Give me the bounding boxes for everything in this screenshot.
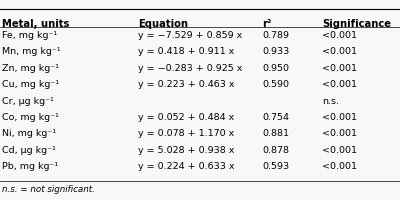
Text: 0.933: 0.933 [262, 47, 289, 56]
Text: y = 0.418 + 0.911 x: y = 0.418 + 0.911 x [138, 47, 234, 56]
Text: <0.001: <0.001 [322, 129, 357, 138]
Text: Cu, mg kg⁻¹: Cu, mg kg⁻¹ [2, 80, 59, 89]
Text: 0.881: 0.881 [262, 129, 289, 138]
Text: y = 0.224 + 0.633 x: y = 0.224 + 0.633 x [138, 162, 234, 171]
Text: Metal, units: Metal, units [2, 19, 69, 29]
Text: n.s. = not significant.: n.s. = not significant. [2, 185, 95, 194]
Text: Cd, μg kg⁻¹: Cd, μg kg⁻¹ [2, 146, 56, 155]
Text: 0.754: 0.754 [262, 113, 289, 122]
Text: <0.001: <0.001 [322, 64, 357, 73]
Text: y = −7.529 + 0.859 x: y = −7.529 + 0.859 x [138, 31, 242, 40]
Text: Fe, mg kg⁻¹: Fe, mg kg⁻¹ [2, 31, 57, 40]
Text: 0.590: 0.590 [262, 80, 289, 89]
Text: Co, mg kg⁻¹: Co, mg kg⁻¹ [2, 113, 59, 122]
Text: <0.001: <0.001 [322, 162, 357, 171]
Text: Mn, mg kg⁻¹: Mn, mg kg⁻¹ [2, 47, 61, 56]
Text: r²: r² [262, 19, 271, 29]
Text: y = 0.052 + 0.484 x: y = 0.052 + 0.484 x [138, 113, 234, 122]
Text: Significance: Significance [322, 19, 391, 29]
Text: 0.593: 0.593 [262, 162, 289, 171]
Text: y = 0.223 + 0.463 x: y = 0.223 + 0.463 x [138, 80, 234, 89]
Text: <0.001: <0.001 [322, 113, 357, 122]
Text: <0.001: <0.001 [322, 47, 357, 56]
Text: Pb, mg kg⁻¹: Pb, mg kg⁻¹ [2, 162, 58, 171]
Text: 0.950: 0.950 [262, 64, 289, 73]
Text: y = 5.028 + 0.938 x: y = 5.028 + 0.938 x [138, 146, 234, 155]
Text: n.s.: n.s. [322, 97, 339, 106]
Text: <0.001: <0.001 [322, 146, 357, 155]
Text: Zn, mg kg⁻¹: Zn, mg kg⁻¹ [2, 64, 59, 73]
Text: <0.001: <0.001 [322, 31, 357, 40]
Text: Cr, μg kg⁻¹: Cr, μg kg⁻¹ [2, 97, 54, 106]
Text: <0.001: <0.001 [322, 80, 357, 89]
Text: Equation: Equation [138, 19, 188, 29]
Text: 0.789: 0.789 [262, 31, 289, 40]
Text: y = −0.283 + 0.925 x: y = −0.283 + 0.925 x [138, 64, 242, 73]
Text: 0.878: 0.878 [262, 146, 289, 155]
Text: y = 0.078 + 1.170 x: y = 0.078 + 1.170 x [138, 129, 234, 138]
Text: Ni, mg kg⁻¹: Ni, mg kg⁻¹ [2, 129, 56, 138]
